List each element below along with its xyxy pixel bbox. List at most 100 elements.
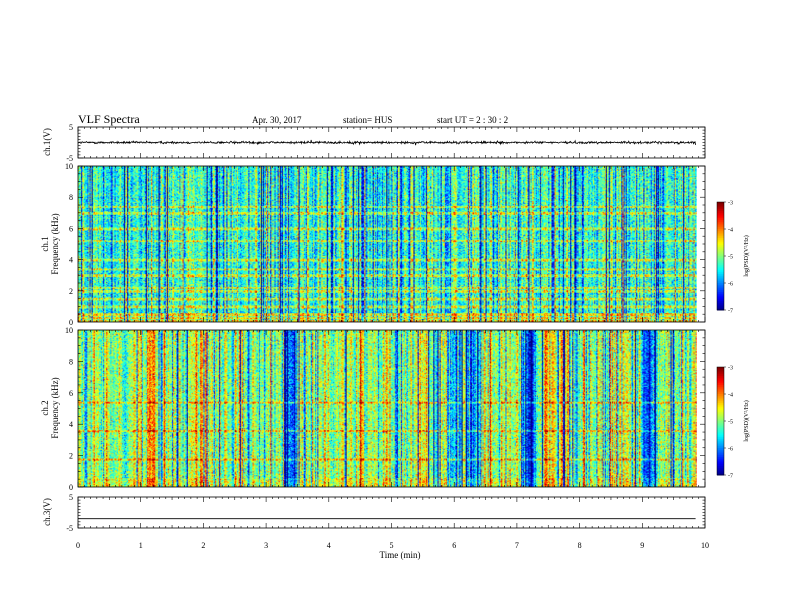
colorbar-segment [717, 275, 724, 279]
x-tick-label: 4 [327, 541, 331, 550]
colorbar-segment [717, 397, 724, 400]
ch1-frequency-ylabel: Frequency (kHz) [50, 213, 60, 274]
ch2-spectrogram-panel: 0 2 4 6 8 10 [65, 326, 706, 492]
colorbar-segment [717, 457, 724, 460]
colorbar-segment [717, 428, 724, 431]
colorbar-segment [717, 426, 724, 429]
colorbar-segment [717, 268, 724, 271]
y-tick-label: 10 [65, 162, 73, 171]
colorbar-segment [717, 225, 724, 228]
colorbar-segment [717, 388, 724, 391]
colorbar-segment [717, 302, 724, 306]
colorbar-segment [717, 395, 724, 399]
colorbar-tick-label: -4 [728, 393, 733, 399]
colorbar-segment [717, 277, 724, 280]
x-tick-label: 7 [515, 541, 519, 550]
colorbar-segment [717, 379, 724, 382]
colorbar-segment [717, 266, 724, 270]
colorbar-segment [717, 241, 724, 244]
colorbar-segment [717, 243, 724, 246]
colorbar-segment [717, 469, 724, 472]
y-tick-label: 8 [69, 357, 73, 366]
x-tick-label: 2 [201, 541, 205, 550]
x-tick-label: 10 [701, 541, 709, 550]
colorbar-segment [717, 430, 724, 433]
y-tick-label: 10 [65, 326, 73, 335]
colorbar-segment [717, 408, 724, 411]
colorbar-segment [717, 203, 724, 207]
colorbar-segment [717, 221, 724, 225]
ch2-frequency-ylabel: Frequency (kHz) [50, 377, 60, 438]
y-tick-label: -5 [66, 154, 73, 163]
y-tick-label: 5 [69, 123, 73, 132]
colorbar-segment [717, 440, 724, 444]
colorbar-segment [717, 437, 724, 440]
colorbar-segment [717, 435, 724, 438]
colorbar-segment [717, 232, 724, 235]
colorbar-segment [717, 451, 724, 454]
start-time-label: start UT = 2 : 30 : 2 [437, 115, 508, 125]
colorbar-segment [717, 464, 724, 467]
colorbar-segment [717, 297, 724, 300]
colorbar-segment [717, 444, 724, 447]
colorbar-segment [717, 281, 724, 284]
colorbar-segment [717, 288, 724, 291]
y-tick-label: 0 [69, 318, 73, 327]
colorbar-segment [717, 473, 724, 476]
colorbar-segment [717, 433, 724, 436]
y-tick-label: 8 [69, 193, 73, 202]
colorbar-segment [717, 205, 724, 208]
colorbar-segment [717, 202, 724, 205]
ch1-spectrogram-image [78, 166, 705, 322]
colorbar-segment [717, 394, 724, 397]
colorbar-segment [717, 256, 724, 259]
colorbar-segment [717, 372, 724, 375]
colorbar-tick-label: -7 [728, 309, 733, 315]
y-tick-label: 4 [69, 420, 73, 429]
colorbar-segment [717, 299, 724, 302]
colorbar-segment [717, 460, 724, 463]
colorbar-segment [717, 462, 724, 465]
colorbar-segment [717, 385, 724, 388]
x-tick-label: 3 [264, 541, 268, 550]
ch1-waveform-panel: 5 -5 [66, 123, 706, 163]
colorbar-segment [717, 403, 724, 406]
colorbar-tick-label: -4 [728, 228, 733, 234]
colorbar-segment [717, 227, 724, 230]
y-tick-label: 5 [69, 493, 73, 502]
colorbar-segment [717, 236, 724, 239]
colorbar-segment [717, 417, 724, 420]
colorbar-segment [717, 238, 724, 241]
ch1-channel-label: ch.1 [40, 236, 50, 251]
ch2-spectrogram-image [78, 330, 705, 487]
colorbar-segment [717, 406, 724, 409]
colorbar-segment [717, 220, 724, 223]
colorbar-segment [717, 279, 724, 282]
colorbar-segment [717, 245, 724, 248]
colorbar-segment [717, 257, 724, 261]
colorbar-segment [717, 448, 724, 451]
ch2-channel-label: ch.2 [40, 400, 50, 415]
colorbar-segment [717, 367, 724, 370]
colorbar-segment [717, 377, 724, 381]
colorbar-segment [717, 392, 724, 395]
colorbar-segment [717, 218, 724, 221]
colorbar-segment [717, 234, 724, 237]
colorbar-segment [717, 207, 724, 210]
colorbar-segment [717, 301, 724, 304]
ch1-colorbar-label: log(PSD)(V²/Hz) [743, 235, 750, 276]
station-label: station= HUS [343, 115, 392, 125]
x-tick-labels: 0 1 2 3 4 5 6 7 8 9 10 [76, 541, 709, 550]
colorbar-segment [717, 415, 724, 418]
x-tick-label: 8 [578, 541, 582, 550]
ch3-waveform-panel: 5 -5 [66, 493, 706, 533]
y-tick-label: 4 [69, 256, 73, 265]
colorbar-segment [717, 446, 724, 449]
colorbar-segment [717, 214, 724, 217]
x-axis-label: Time (min) [380, 550, 421, 560]
colorbar-segment [717, 401, 724, 404]
colorbar-segment [717, 412, 724, 415]
colorbar-segment [717, 293, 724, 297]
colorbar-segment [717, 421, 724, 424]
x-tick-label: 0 [76, 541, 80, 550]
